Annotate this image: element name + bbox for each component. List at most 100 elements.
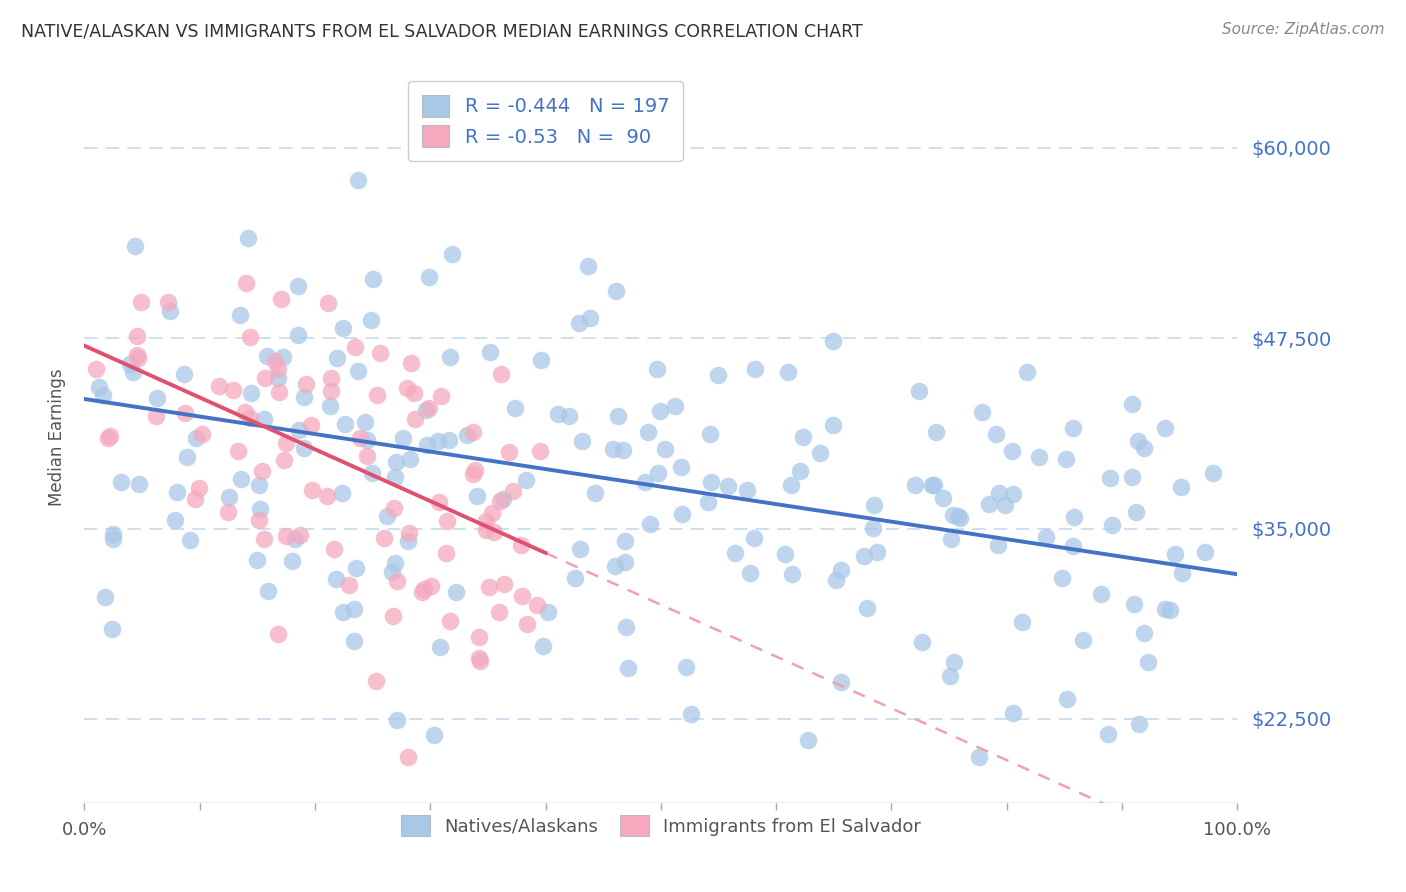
Point [921,478,943,492]
Point [398,451,420,466]
Point [1017,365,1039,379]
Point [707,368,730,383]
Point [235,277,257,291]
Point [129,295,152,310]
Point [862,521,884,535]
Point [415,403,437,417]
Point [253,412,276,426]
Point [349,431,371,445]
Point [382,609,405,624]
Point [110,475,132,490]
Point [633,475,655,490]
Point [257,583,280,598]
Point [384,455,406,469]
Point [571,434,593,449]
Point [321,370,343,384]
Point [361,466,384,480]
Point [436,514,458,528]
Point [972,405,994,419]
Point [233,405,256,419]
Point [645,362,668,376]
Point [429,388,451,402]
Point [922,477,945,491]
Point [510,538,533,552]
Point [671,459,693,474]
Point [456,427,478,442]
Point [384,501,406,516]
Point [742,531,765,545]
Text: NATIVE/ALASKAN VS IMMIGRANTS FROM EL SALVADOR MEDIAN EARNINGS CORRELATION CHART: NATIVE/ALASKAN VS IMMIGRANTS FROM EL SAL… [21,22,863,40]
Point [392,431,415,445]
Point [337,578,360,592]
Point [617,661,640,675]
Point [1002,487,1025,501]
Point [346,364,368,378]
Point [315,489,337,503]
Point [384,556,406,570]
Point [1071,632,1094,647]
Point [396,750,419,764]
Point [939,669,962,683]
Point [159,304,181,318]
Point [173,406,195,420]
Point [830,563,852,577]
Point [977,497,1000,511]
Point [724,546,747,560]
Point [468,630,491,644]
Point [101,622,124,636]
Point [274,529,297,543]
Point [1128,716,1150,731]
Point [949,511,972,525]
Point [287,327,309,342]
Point [250,464,273,478]
Point [775,547,797,561]
Point [301,483,323,497]
Point [1194,545,1216,559]
Point [492,491,515,506]
Point [614,619,637,633]
Point [474,524,496,538]
Point [606,409,628,423]
Point [1171,566,1194,580]
Point [1201,466,1223,480]
Point [173,367,195,381]
Point [942,655,965,669]
Point [862,498,884,512]
Point [319,399,342,413]
Point [744,361,766,376]
Point [273,453,295,467]
Point [267,627,290,641]
Point [512,589,534,603]
Point [288,527,311,541]
Point [325,573,347,587]
Point [187,481,209,495]
Point [208,379,231,393]
Point [583,486,606,500]
Point [292,441,315,455]
Point [830,675,852,690]
Point [444,585,467,599]
Point [423,728,446,742]
Point [226,444,249,458]
Point [418,401,440,415]
Point [360,312,382,326]
Point [361,271,384,285]
Point [1099,470,1122,484]
Point [576,260,599,274]
Point [322,542,344,557]
Point [792,430,814,444]
Point [381,566,404,580]
Point [387,574,409,588]
Point [942,508,965,522]
Point [319,384,342,398]
Point [156,294,179,309]
Point [464,463,486,477]
Point [778,365,800,379]
Point [987,538,1010,552]
Point [700,475,723,489]
Point [165,513,187,527]
Point [418,269,440,284]
Point [1054,451,1077,466]
Point [384,470,406,484]
Point [284,533,307,547]
